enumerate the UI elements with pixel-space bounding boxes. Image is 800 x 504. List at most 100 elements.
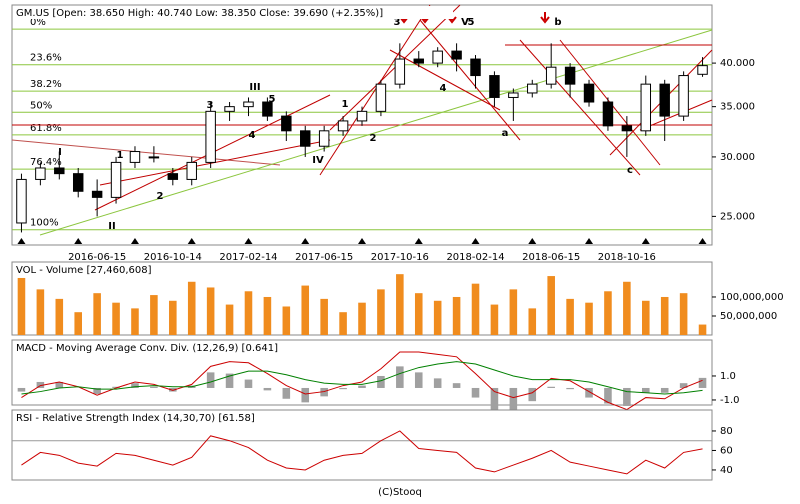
wave-label: 3 (394, 17, 401, 28)
histogram-bar (339, 387, 347, 390)
y-tick-label: 40 (720, 465, 733, 476)
volume-bar (263, 296, 272, 335)
histogram-bar (396, 366, 404, 388)
candle-body (243, 101, 254, 108)
wave-label: a (502, 128, 509, 139)
indicator-line (21, 430, 703, 475)
histogram-bar (36, 381, 45, 388)
volume-bar (282, 306, 291, 335)
volume-bar (509, 289, 518, 335)
candle-body (659, 83, 670, 117)
panel-title: RSI - Relative Strength Index (14,30,70)… (16, 413, 255, 424)
candle-body (91, 190, 103, 198)
histogram-bar (55, 381, 64, 388)
candle-body (640, 83, 652, 132)
volume-bar (301, 285, 310, 335)
title-box (13, 341, 321, 354)
histogram-bar (112, 386, 120, 388)
candle-body (16, 178, 27, 224)
wave-label: 2 (370, 133, 377, 144)
panel-title: VOL - Volume [27,460,608] (16, 265, 152, 276)
volume-bar (471, 283, 480, 335)
x-tick-marker (74, 238, 83, 244)
x-tick-label: 2016-06-15 (68, 252, 126, 263)
candle-body (602, 101, 614, 127)
x-tick-marker (17, 238, 26, 244)
candle-body (583, 83, 595, 103)
volume-bar (396, 274, 404, 335)
trend-line (39, 29, 713, 236)
candle-body (470, 58, 481, 77)
y-tick-label: 30.000 (720, 152, 755, 163)
fib-label: 100% (30, 218, 59, 229)
fib-label: 0% (30, 17, 46, 28)
candle-body (262, 101, 273, 117)
footer: (C)Stooq (378, 487, 422, 498)
y-tick-label: 25.000 (720, 211, 755, 222)
candle-body (224, 106, 235, 112)
volume-bar (698, 324, 707, 335)
candle-body (697, 65, 708, 75)
histogram-bar (433, 378, 442, 388)
y-tick-label: 60 (720, 445, 733, 456)
volume-bar (642, 300, 650, 335)
fib-label: 23.6% (30, 53, 62, 64)
histogram-bar (206, 372, 215, 388)
x-tick-marker (585, 238, 594, 244)
x-tick-marker (471, 238, 480, 244)
histogram-bar (225, 373, 234, 388)
x-tick-marker (301, 238, 310, 244)
candle-body (110, 161, 122, 198)
trend-line (389, 49, 501, 111)
trend-line (419, 19, 521, 141)
fib-label: 76.4% (30, 157, 62, 168)
candle-body (54, 167, 65, 175)
histogram-bar (414, 372, 423, 388)
wave-label: II (108, 221, 115, 232)
candle-body (432, 50, 443, 64)
candle-body (129, 151, 141, 163)
trend-line (319, 4, 431, 176)
histogram-bar (244, 379, 253, 388)
volume-bar (623, 281, 631, 335)
histogram-bar (320, 387, 328, 397)
wave-label: 5 (269, 94, 276, 105)
volume-bar (452, 296, 461, 335)
volume-bar (17, 277, 26, 335)
volume-bar (679, 293, 688, 335)
fib-label: 61.8% (30, 123, 62, 134)
fib-label: 38.2% (30, 79, 62, 90)
volume-bar (55, 298, 64, 335)
indicator-line (21, 361, 703, 395)
candle-body (451, 50, 462, 60)
candle-body (35, 167, 46, 180)
volume-bar (585, 302, 593, 335)
candle-body (545, 66, 557, 85)
volume-bar (339, 312, 347, 335)
y-tick-label: 1.0 (720, 371, 736, 382)
candle-body (356, 110, 368, 122)
histogram-bar (528, 387, 537, 402)
candle-body (186, 161, 197, 180)
x-tick-marker (414, 238, 423, 244)
wave-label: V (461, 17, 469, 28)
x-tick-marker (187, 238, 196, 244)
volume-bar (187, 281, 196, 335)
histogram-bar (660, 387, 669, 393)
histogram-bar (623, 387, 631, 406)
volume-bar (377, 289, 385, 335)
x-tick-label: 2017-02-14 (219, 252, 277, 263)
volume-bar (660, 296, 669, 335)
wave-label: c (627, 165, 633, 176)
candle-body (281, 115, 292, 132)
wave-label: 1 (342, 99, 349, 110)
candle-body (678, 75, 689, 117)
candle-body (375, 83, 387, 112)
wave-label: 3 (207, 100, 214, 111)
histogram-bar (509, 387, 518, 410)
histogram-bar (358, 385, 366, 388)
volume-bar (74, 312, 82, 335)
wave-label: I (58, 147, 62, 158)
histogram-bar (263, 387, 272, 391)
